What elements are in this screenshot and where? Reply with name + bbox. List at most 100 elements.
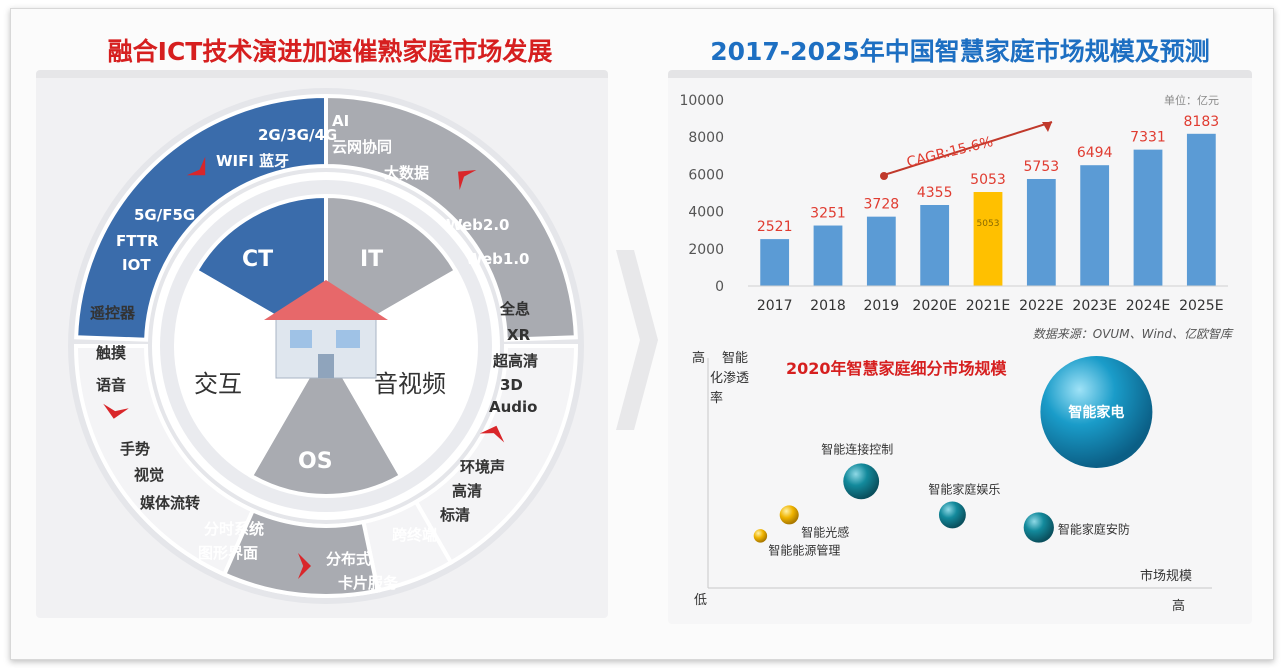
transition-chevron-icon [616, 250, 658, 430]
av-ring-text: 超高清 [492, 352, 538, 370]
red-arrow-icon [298, 553, 311, 579]
y-tick-label: 8000 [688, 130, 724, 146]
os-ring-text: 图形界面 [198, 544, 258, 562]
cagr-arrow [883, 121, 1053, 176]
market-size-bar-chart: 0 2000 4000 6000 8000 10000 2521 2017 3251 2018 3… [679, 93, 1234, 341]
y-tick-label: 2000 [688, 242, 724, 258]
av-ring-text: Audio [489, 398, 537, 416]
bar [866, 216, 896, 286]
bar [920, 204, 950, 286]
it-ring-text: Web2.0 [446, 216, 510, 234]
ct-ring-text: IOT [122, 256, 151, 274]
source-label: 数据来源：OVUM、Wind、亿欧智库 [1033, 327, 1234, 341]
bar [1080, 165, 1110, 286]
bubble-label: 智能家电 [1067, 404, 1124, 421]
cagr-label: CAGR:15.6% [905, 134, 995, 171]
ring-segment-it [324, 93, 578, 342]
y-tick-label: 4000 [688, 205, 724, 221]
x-tick-label: 2018 [810, 298, 846, 314]
bubble-x-label: 市场规模 [1140, 568, 1192, 584]
red-arrow-icon [479, 425, 505, 443]
core-label-ct: CT [242, 247, 273, 272]
bubble-label: 智能能源管理 [768, 543, 840, 558]
bubble-label: 智能家庭娱乐 [928, 481, 1000, 496]
av-ring-text: 高清 [452, 482, 482, 500]
ct-ring-text: 2G/3G/4G [258, 126, 337, 144]
bar-value-label: 3728 [864, 197, 900, 213]
y-tick-label: 6000 [688, 167, 724, 183]
bar-value-label: 8183 [1184, 114, 1220, 130]
ict-ring-diagram: 2G/3G/4G WIFI 蓝牙 5G/F5G FTTR IOT AI 云网协同… [68, 88, 584, 604]
av-ring-text: 全息 [499, 300, 530, 318]
cagr-arrow-start [880, 172, 888, 180]
bubble [843, 463, 880, 500]
bubble-y-high: 高 [692, 350, 705, 366]
highlight-inner-label: 5053 [977, 219, 1000, 229]
bubble [938, 501, 966, 529]
left-title: 融合ICT技术演进加速催熟家庭市场发展 [107, 37, 553, 66]
bubble-y-label-line: 化渗透 [710, 371, 749, 386]
ct-ring-text: 5G/F5G [134, 206, 195, 224]
house-roof-icon [264, 280, 388, 320]
interact-ring-text: 语音 [96, 376, 126, 394]
av-ring-text: 标清 [439, 506, 470, 524]
bar [1133, 149, 1163, 286]
it-ring-text: 大数据 [384, 164, 429, 182]
bar [1026, 178, 1056, 286]
bubble [1023, 512, 1054, 543]
bar-value-label: 6494 [1077, 145, 1113, 161]
interact-ring-text: 手势 [120, 440, 150, 458]
x-tick-label: 2019 [864, 298, 900, 314]
ct-ring-text: WIFI 蓝牙 [216, 152, 289, 170]
bubble-x-high: 高 [1172, 598, 1185, 614]
x-tick-label: 2023E [1072, 298, 1116, 314]
ct-ring-text: FTTR [116, 232, 159, 250]
right-title: 2017-2025年中国智慧家庭市场规模及预测 [710, 37, 1210, 66]
x-tick-label: 2021E [966, 298, 1010, 314]
bubble-x-low: 低 [694, 593, 707, 608]
bubble-label: 智能家庭安防 [1058, 522, 1130, 537]
os-ring-text: 卡片服务 [338, 574, 399, 592]
av-ring-text: XR [507, 326, 531, 344]
core-label-os: OS [298, 449, 333, 474]
bar [1186, 133, 1216, 286]
os-ring-text: 分时系统 [204, 520, 264, 538]
bar-value-label: 5753 [1024, 159, 1060, 175]
bar-value-label: 3251 [810, 206, 846, 222]
bubble [753, 529, 768, 543]
bubble-chart-title: 2020年智慧家庭细分市场规模 [786, 359, 1008, 378]
interact-ring-text: 触摸 [96, 344, 126, 362]
x-tick-label: 2025E [1179, 298, 1223, 314]
av-ring-text: 3D [500, 376, 523, 394]
interact-ring-text: 视觉 [134, 466, 164, 484]
bar-value-label: 4355 [917, 185, 953, 201]
house-window-icon [336, 330, 360, 348]
bar [760, 239, 790, 286]
bar-value-label: 2521 [757, 219, 793, 235]
interact-ring-text: 遥控器 [90, 304, 136, 322]
x-tick-label: 2024E [1126, 298, 1170, 314]
os-ring-text: 分布式 [326, 550, 371, 568]
ring-segment-interact [73, 344, 256, 578]
interact-ring-text: 媒体流转 [140, 494, 200, 512]
red-arrow-icon [186, 156, 206, 176]
red-arrow-icon [103, 403, 129, 419]
bar [813, 225, 843, 286]
ring-segment-ct [74, 93, 328, 342]
cagr-arrow-head [1042, 122, 1052, 132]
red-arrow-icon [458, 170, 477, 190]
y-tick-label: 10000 [679, 93, 724, 109]
core-label-it: IT [360, 247, 383, 272]
house-door-icon [318, 354, 334, 378]
core-label-av: 音视频 [374, 370, 446, 398]
bubble-label: 智能光感 [801, 524, 849, 539]
os-ring-text: 跨终端 [392, 526, 437, 544]
y-tick-label: 0 [715, 279, 724, 295]
it-ring-text: Web1.0 [466, 250, 530, 268]
bar-value-label: 5053 [970, 172, 1006, 188]
bubble-y-label-line: 智能 [722, 351, 748, 366]
bar [973, 192, 1003, 286]
x-tick-label: 2022E [1019, 298, 1063, 314]
bubble [1040, 356, 1153, 468]
